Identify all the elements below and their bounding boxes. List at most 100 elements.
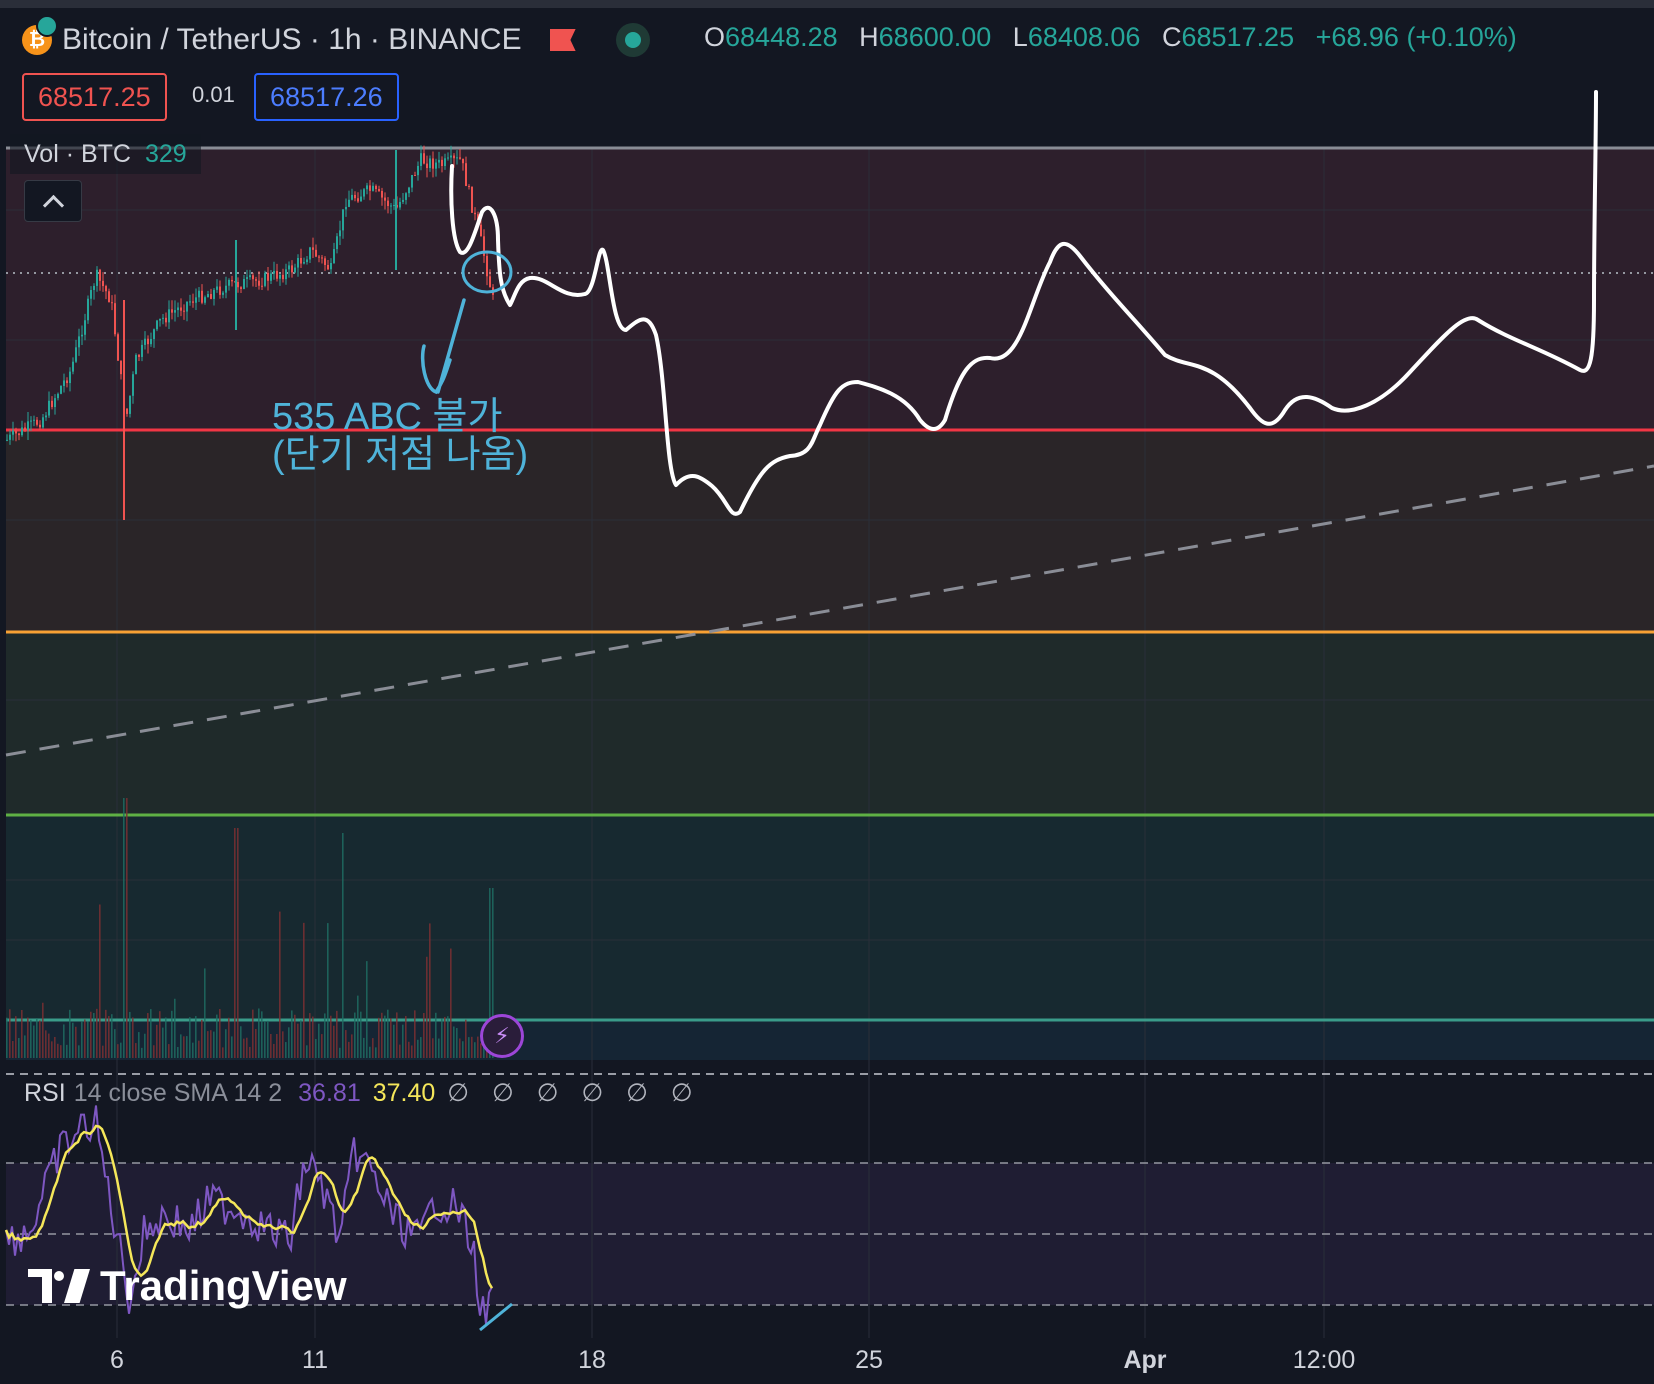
volume-bar [135,1043,137,1058]
candle-body [27,421,29,431]
candle-body [225,285,227,293]
candle-body [285,269,287,280]
volume-bar [375,1047,377,1058]
candle-body [156,320,158,330]
volume-bar [108,1016,110,1058]
volume-bar [195,1016,197,1058]
volume-legend[interactable]: Vol · BTC 329 [10,134,201,174]
volume-label: Vol · BTC [24,139,131,168]
candle-body [249,275,251,278]
volume-bar [402,1024,404,1058]
candle-body [180,307,182,311]
volume-value: 329 [144,139,187,168]
volume-bar [48,1033,50,1058]
rsi-sma-value: 37.40 [372,1079,436,1107]
x-label: 18 [578,1346,606,1374]
candle-body [387,200,389,207]
candle-body [153,329,155,340]
candle-body [276,270,278,279]
volume-bar [63,1024,65,1058]
sell-price-button[interactable]: 68517.25 [22,73,167,121]
volume-bar [450,948,452,1058]
candle-body [456,157,458,159]
candle-body [36,419,38,425]
volume-bar [369,1046,371,1058]
candle-body [99,269,101,281]
volume-bar [168,1044,170,1058]
volume-bar [273,1043,275,1058]
volume-bar [15,1016,17,1058]
candle-body [117,334,119,361]
candle-body [78,336,80,348]
volume-bar [297,1023,299,1058]
volume-bar [336,1010,338,1058]
volume-bar [411,1045,413,1058]
volume-bar [459,1038,461,1058]
candle-body [465,163,467,186]
candle-body [150,339,152,345]
volume-bar [234,828,236,1058]
time-axis[interactable]: 6 11 18 25 Apr 12:00 [0,1338,1654,1384]
candle-body [231,279,233,282]
volume-bar [333,1025,335,1058]
volume-bar [312,1016,314,1058]
candle-body [426,163,428,169]
candle-body [324,258,326,265]
zone-teal [6,815,1654,1020]
zone-dark-green [6,632,1654,815]
volume-bar [348,1041,350,1058]
candle-body [102,280,104,287]
candle-body [21,427,23,436]
candle-body [177,307,179,311]
volume-bar [240,1026,242,1058]
volume-bar [180,1034,182,1058]
candle-body [135,354,137,375]
buy-price-button[interactable]: 68517.26 [254,73,399,121]
volume-bar [27,1017,29,1058]
candle-body [420,153,422,166]
candle-body [195,297,197,303]
candle-body [138,354,140,357]
flag-icon[interactable] [549,29,576,51]
volume-bar [33,1025,35,1058]
ohlc-close: 68517.25 [1181,22,1295,52]
volume-bar [396,1012,398,1058]
ohlc-legend: O68448.28 H68600.00 L68408.06 C68517.25 … [704,22,1517,52]
candle-body [45,415,47,418]
candle-body [381,190,383,198]
volume-bar [30,1019,32,1058]
candle-body [468,185,470,187]
chart-annotation[interactable]: 535 ABC 불가 (단기 저점 나옴) [272,398,528,474]
volume-bar [105,1009,107,1058]
volume-bar [324,1013,326,1058]
candle-body [423,153,425,164]
candle-body [270,273,272,281]
candle-body [288,265,290,270]
volume-bar [75,1026,77,1058]
candle-body [183,310,185,312]
volume-bar [249,1046,251,1058]
volume-bar [417,1039,419,1058]
candle-body [411,174,413,188]
rsi-legend[interactable]: RSI 14 close SMA 14 2 36.81 37.40 ∅ ∅ ∅ ∅ ∅ … [24,1078,701,1108]
tradingview-logo[interactable]: TradingView [28,1262,347,1310]
lightning-icon[interactable]: ⚡ [480,1014,524,1058]
symbol-header[interactable]: ₿ Bitcoin / TetherUS · 1h · BINANCE [22,15,650,62]
volume-bar [222,1047,224,1058]
candle-body [18,433,20,436]
volume-bar [339,1047,341,1058]
market-status-icon[interactable] [615,23,650,57]
volume-bar [171,1010,173,1058]
candle-body [168,309,170,323]
collapse-legend-button[interactable] [24,180,82,222]
volume-bar [87,1021,89,1058]
volume-bar [327,923,329,1058]
candle-body [6,439,8,441]
symbol-title[interactable]: Bitcoin / TetherUS · 1h · BINANCE [62,23,522,56]
volume-bar [138,1032,140,1058]
volume-bar [360,1011,362,1058]
volume-bar [237,828,239,1058]
candle-body [237,281,239,288]
candle-body [489,276,491,288]
